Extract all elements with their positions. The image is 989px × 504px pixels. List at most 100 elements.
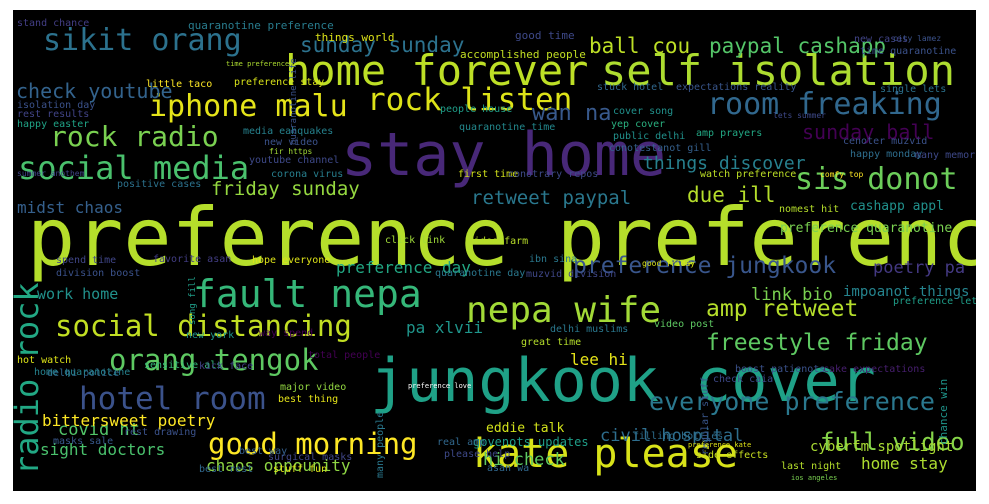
word: quaranotine preference [188,19,334,32]
word: due ill [687,183,776,207]
word: self isolation [601,46,956,95]
word-cloud: preference preference jungkook cover sta… [13,10,976,491]
word: cyberfm spotlight [810,439,954,455]
word: home forever [285,46,589,95]
word: preference let [893,296,976,307]
word: home quaranotine [34,367,131,378]
word: iphone malu [149,89,348,124]
word: kate please [473,431,738,477]
word: cover song [613,106,674,117]
word: retweet paypal [471,187,632,209]
word: best way [239,446,288,457]
word: new cases [854,34,909,45]
word: media eahquakes [243,126,334,137]
word: chance win [937,378,950,445]
word: preference day [336,258,471,277]
word: preference preference [27,191,976,284]
word: asan wa [487,463,530,474]
word: civil hospital [600,426,744,446]
word: little taco [146,79,213,90]
word: sis donot [795,162,958,197]
word: accomplished people [460,48,586,61]
word: isolation day [17,100,96,111]
word: preference quaranotine [780,221,953,236]
word: quaranotine life [289,58,299,145]
word: major video [280,382,347,393]
word: muzvid division [526,269,617,280]
word: friday sunday [211,178,360,200]
word: rest drawing [124,427,197,438]
word: cenoter muzvid [843,136,928,147]
word: click link [385,235,446,246]
word: watch preference [700,169,797,180]
word: covid ht [58,420,140,440]
word: ios angeles [791,474,838,482]
word: sikit orang [43,23,242,58]
word: happy monday [850,149,923,160]
word: kick face [199,361,254,372]
word: real amp [437,437,486,448]
word: conotestanot gill [609,143,712,154]
word: jungkook cover [370,346,876,416]
word: video farm [468,236,529,247]
word: time preference [226,60,290,68]
word: amp retweet [706,296,859,322]
word: rest results [17,109,90,120]
word: favorite asan [153,254,232,265]
word: ibn sina [529,254,578,265]
word: social distancing [55,309,352,343]
word: things world [315,31,395,44]
word: link bio [751,285,833,305]
word: pa xlvii [406,318,484,337]
word: rock listen [367,82,573,118]
word: positive cases [117,179,202,190]
word: sight doctors [40,440,166,459]
word: surgical masks [268,452,353,463]
word: yep cover [611,119,666,130]
word: song fill [188,276,198,325]
word: orang tengok [109,343,319,377]
word: paypal cashapp [709,34,887,58]
word: conotrary repos [508,169,599,180]
word: happy easter [17,119,90,130]
word: good morning [208,427,418,461]
word: delhi muslims [550,324,629,335]
word: cashapp appl [850,199,944,214]
word: stuff fun [273,464,328,475]
word: quaranotine time [459,122,556,133]
word: many memories [915,150,976,161]
word: sensitive als [144,360,223,371]
word: amp prayers [696,128,763,139]
word: govenots updates [473,435,589,449]
word: everyone preference [649,387,935,416]
word: wan na [532,101,612,126]
word: things discover [643,153,806,174]
word: best thing [278,394,339,405]
word: side effects [696,450,769,461]
word: work home [37,285,119,303]
word: city lamez [893,34,942,43]
word: poetry pa [873,258,966,278]
word: youtube channel [249,155,340,166]
word: good time [515,29,575,42]
word: spend time [56,255,117,266]
word: hi check [483,450,565,470]
word: impoanot things [843,284,970,300]
word: radio rock [13,282,46,475]
word: many people [375,411,386,478]
word: chaos oppounity [206,456,351,475]
word: eddie talk [486,421,565,436]
word: rock radio [50,120,219,153]
word: last night [781,461,842,472]
word: preference stay [234,77,325,88]
word: boost patienots [735,364,826,375]
word: check youtube [16,79,173,103]
word: best rest [199,464,254,475]
word: stand chance [17,18,90,29]
word: hot watch [17,355,72,366]
word: preference jungkook [573,253,837,279]
word: new video [264,137,319,148]
word: way spend [259,328,314,339]
word: preference love [408,382,472,390]
word: fir https [269,147,313,156]
